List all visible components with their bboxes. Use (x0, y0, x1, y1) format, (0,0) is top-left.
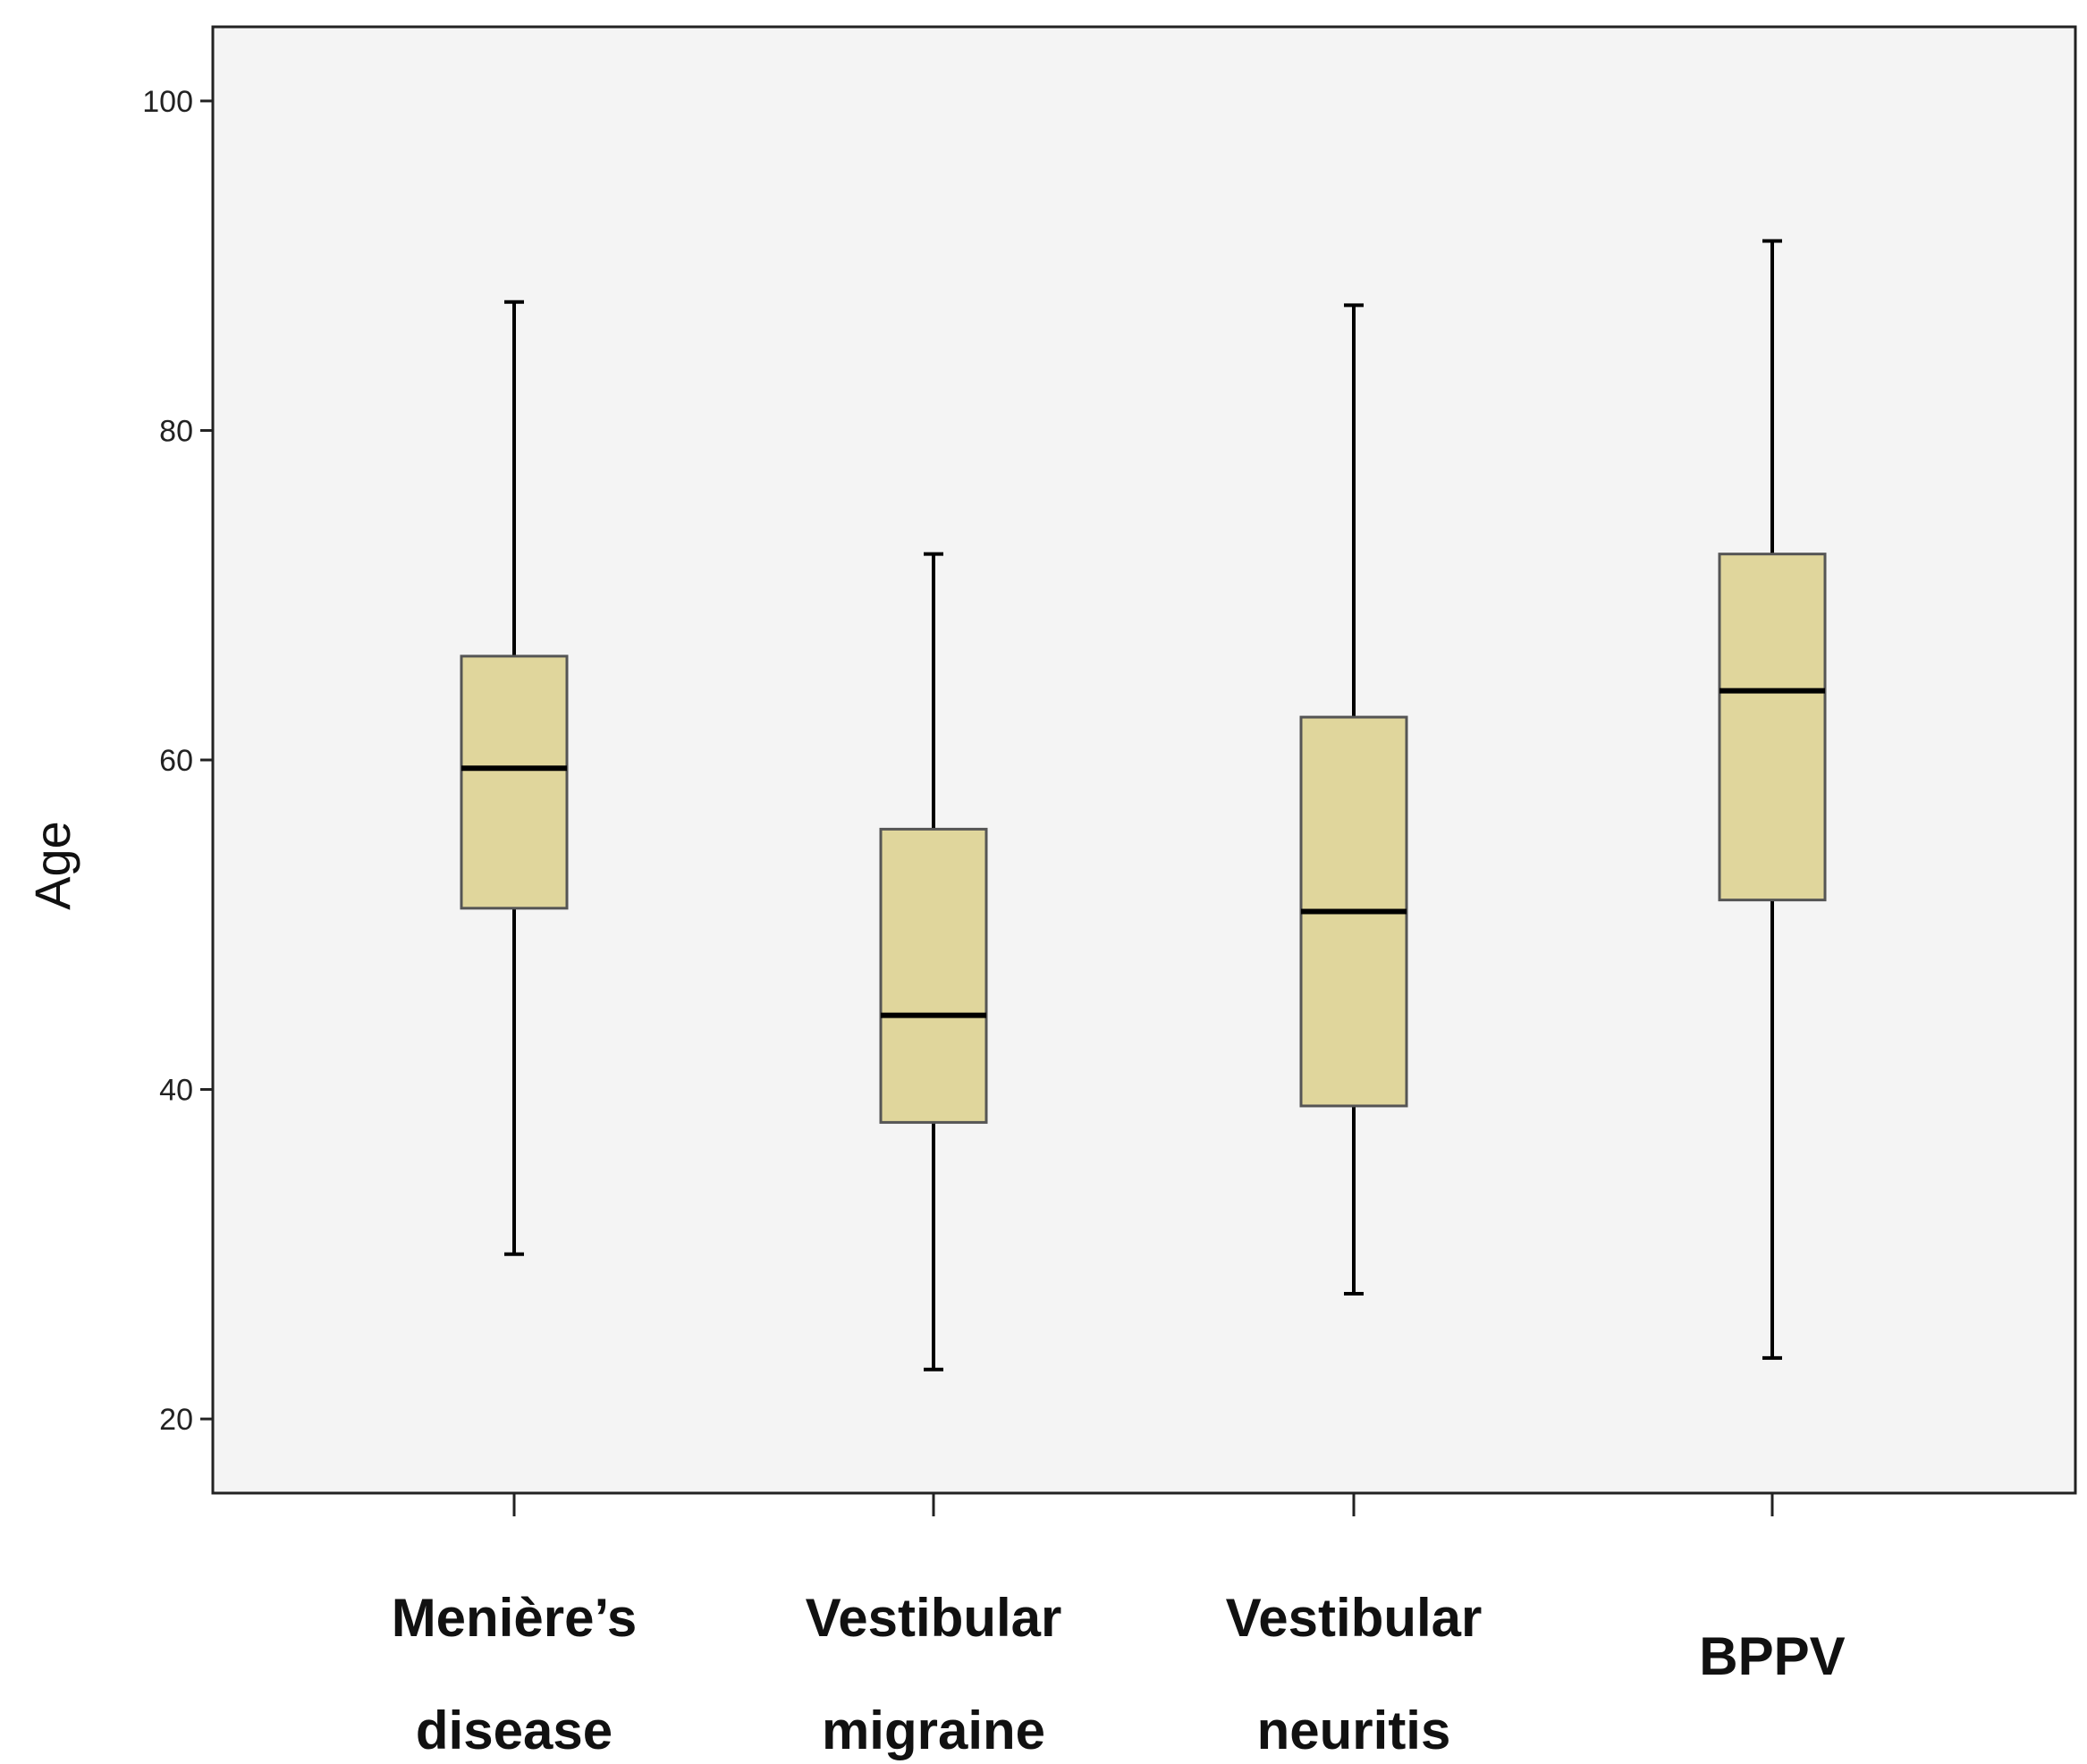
box-1 (460, 654, 569, 910)
box-2 (879, 827, 988, 1124)
category-label-3-line-2: neuritis (1257, 1701, 1451, 1760)
category-label-3-line-1: Vestibular (1226, 1588, 1483, 1648)
category-label-2-line-1: Vestibular (806, 1588, 1062, 1648)
y-axis-title: Age (24, 821, 80, 910)
y-tick-label-100: 100 (142, 85, 193, 119)
y-tick-label-80: 80 (159, 414, 193, 448)
box-group-2 (879, 552, 988, 1372)
category-label-4-line-1: BPPV (1699, 1626, 1845, 1686)
category-label-1-line-1: Menière’s (392, 1588, 638, 1648)
y-tick-label-40: 40 (159, 1074, 193, 1108)
box-4 (1718, 553, 1827, 902)
box-group-1 (460, 300, 569, 1256)
category-label-1-line-2: disease (416, 1701, 613, 1760)
y-tick-label-20: 20 (159, 1403, 193, 1437)
category-label-2-line-2: migraine (822, 1701, 1045, 1760)
box-group-4 (1718, 239, 1827, 1360)
y-tick-label-60: 60 (159, 744, 193, 778)
box-group-3 (1299, 303, 1408, 1296)
